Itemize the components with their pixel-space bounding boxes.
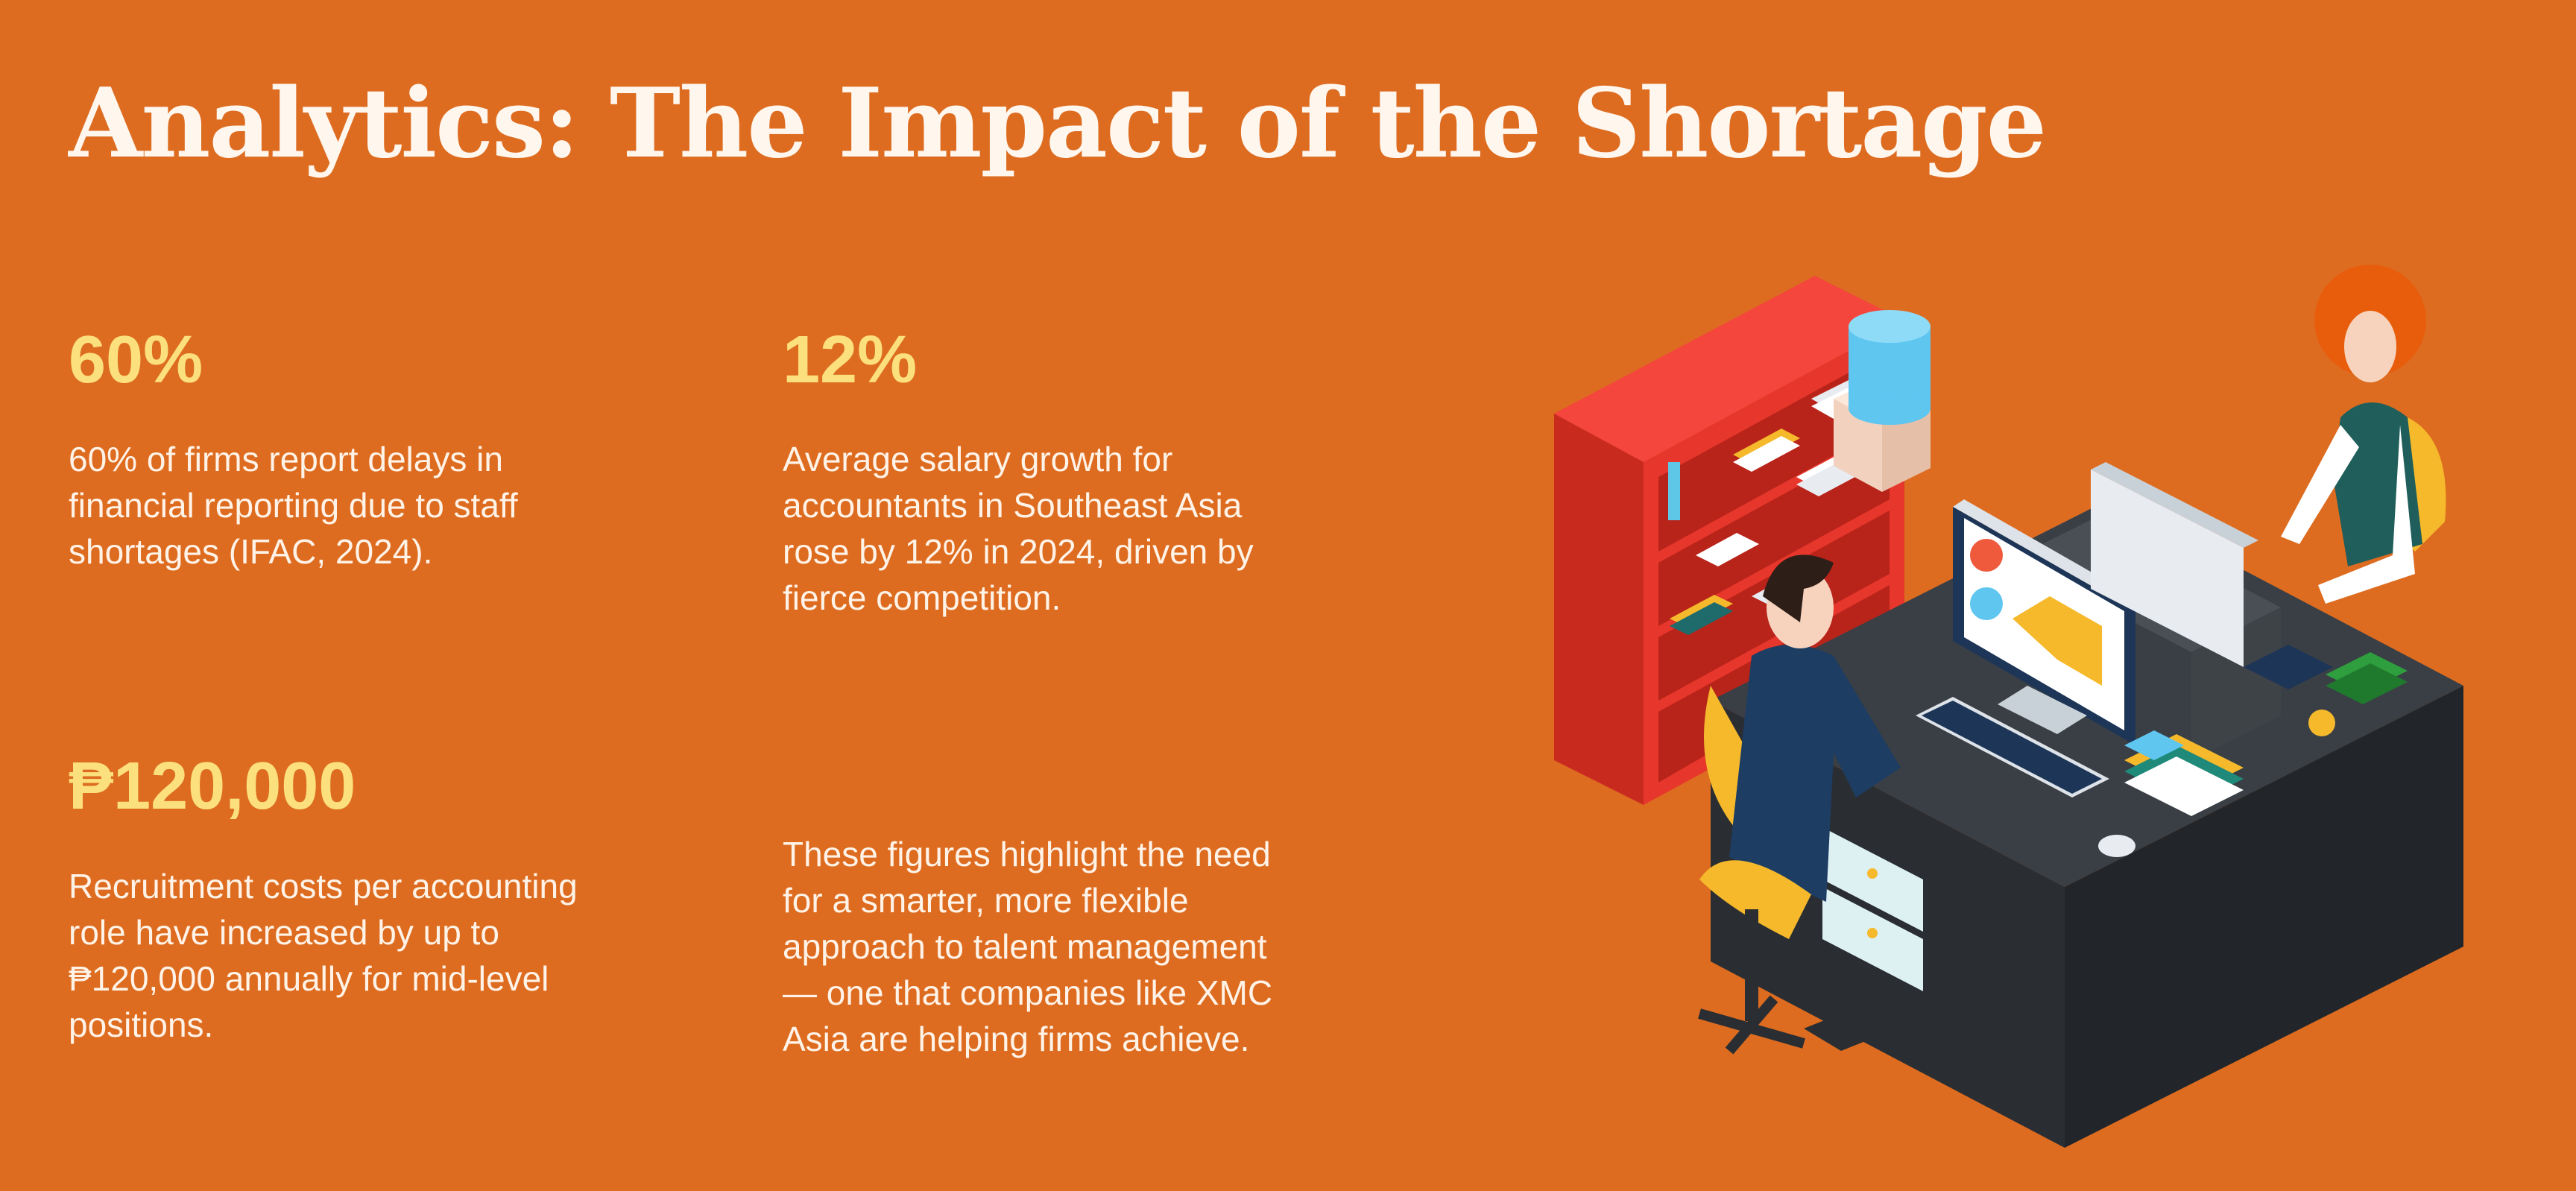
page-title: Analytics: The Impact of the Shortage xyxy=(69,68,2047,180)
description-line: financial reporting due to staff xyxy=(69,486,518,525)
description-line: — one that companies like XMC xyxy=(783,973,1273,1012)
description-line: shortages (IFAC, 2024). xyxy=(69,532,433,571)
description-line: ₱120,000 annually for mid-level xyxy=(69,959,549,998)
man-figure-icon xyxy=(1698,555,1901,1055)
description-line: accountants in Southeast Asia xyxy=(783,486,1243,525)
office-illustration xyxy=(1554,265,2463,1148)
description-line: rose by 12% in 2024, driven by xyxy=(783,532,1254,571)
stat-value-delays: 60% xyxy=(69,323,203,397)
keyboard-icon xyxy=(1916,697,2135,857)
laptop-icon xyxy=(2091,462,2333,689)
description-line: fierce competition. xyxy=(783,578,1061,617)
description-line: 60% of firms report delays in xyxy=(69,440,503,478)
stat-value-salary-growth: 12% xyxy=(783,323,918,397)
stat-description-delays: 60% of firms report delays in financial … xyxy=(69,436,680,575)
book-stack-icon xyxy=(2124,730,2244,816)
description-line: approach to talent management xyxy=(783,927,1267,966)
closing-paragraph: These figures highlight the need for a s… xyxy=(783,831,1394,1062)
description-line: for a smarter, more flexible xyxy=(783,881,1189,920)
monitor-icon xyxy=(1953,499,2147,745)
storage-box-icon xyxy=(1834,310,1931,492)
description-line: Asia are helping firms achieve. xyxy=(783,1020,1250,1058)
description-line: role have increased by up to xyxy=(69,913,499,952)
money-stack-icon xyxy=(2308,652,2408,736)
woman-figure-icon xyxy=(2281,265,2446,604)
description-line: Recruitment costs per accounting xyxy=(69,867,578,906)
description-line: Average salary growth for xyxy=(783,440,1173,478)
description-line: positions. xyxy=(69,1005,214,1044)
stat-description-salary-growth: Average salary growth for accountants in… xyxy=(783,436,1394,621)
stat-value-recruitment-cost: ₱120,000 xyxy=(69,749,356,824)
stat-description-recruitment-cost: Recruitment costs per accounting role ha… xyxy=(69,863,680,1048)
description-line: These figures highlight the need xyxy=(783,835,1271,873)
